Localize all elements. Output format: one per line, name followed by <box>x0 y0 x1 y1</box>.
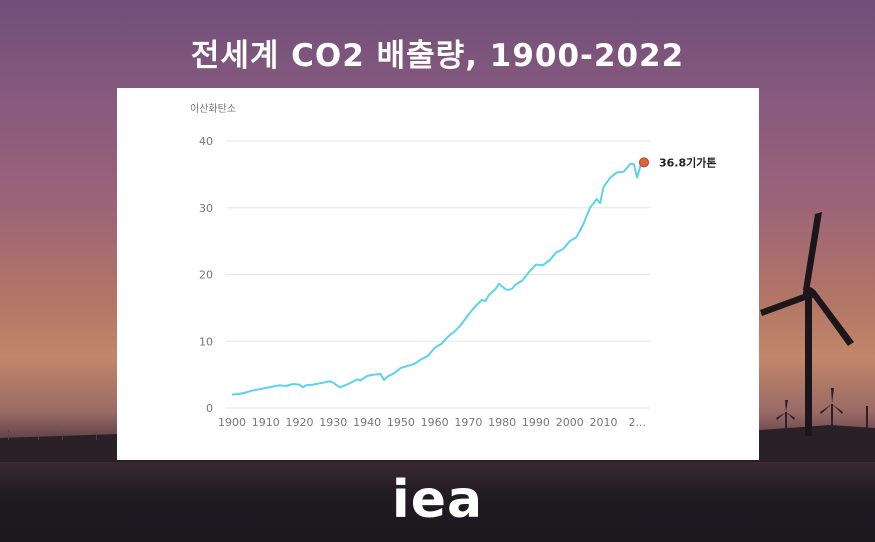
x-tick-label: 1920 <box>286 416 314 429</box>
x-tick-label: 1990 <box>522 416 550 429</box>
x-tick-label: 1980 <box>488 416 516 429</box>
y-tick-label: 0 <box>206 402 213 415</box>
x-tick-label: 1900 <box>218 416 246 429</box>
y-tick-label: 10 <box>199 335 213 348</box>
large-turbine-icon <box>760 212 854 436</box>
x-tick-label: 1910 <box>252 416 280 429</box>
iea-logo: iea <box>391 470 484 530</box>
y-axis-title: 이산화탄소 <box>190 103 236 115</box>
x-tick-label: 1940 <box>353 416 381 429</box>
x-tick-label: 1950 <box>387 416 415 429</box>
y-tick-label: 20 <box>199 269 213 282</box>
x-tick-label: 2000 <box>556 416 584 429</box>
small-turbine-icon <box>776 388 868 436</box>
end-point-label: 36.8기가톤 <box>659 155 717 169</box>
x-tick-label: 1970 <box>454 416 482 429</box>
page-title: 전세계 CO2 배출량, 1900-2022 <box>190 38 685 74</box>
x-tick-label: 2010 <box>589 416 617 429</box>
co2-line-chart: 이산화탄소 0 10 20 30 40 1900 1910 1920 1930 1940 1950… <box>190 103 717 429</box>
chart-panel: 이산화탄소 0 10 20 30 40 1900 1910 1920 1930 1940 1950… <box>117 88 759 460</box>
end-point-marker <box>639 157 649 168</box>
series-line <box>231 161 645 396</box>
y-axis-ticks: 0 10 20 30 40 <box>199 135 213 415</box>
x-tick-label: 1960 <box>421 416 449 429</box>
x-axis-ticks: 1900 1910 1920 1930 1940 1950 1960 1970 1980 1990… <box>218 416 646 429</box>
gridlines <box>226 140 650 409</box>
y-tick-label: 40 <box>199 135 213 148</box>
y-tick-label: 30 <box>199 202 213 215</box>
x-tick-label: 2... <box>628 416 646 429</box>
x-tick-label: 1930 <box>319 416 347 429</box>
